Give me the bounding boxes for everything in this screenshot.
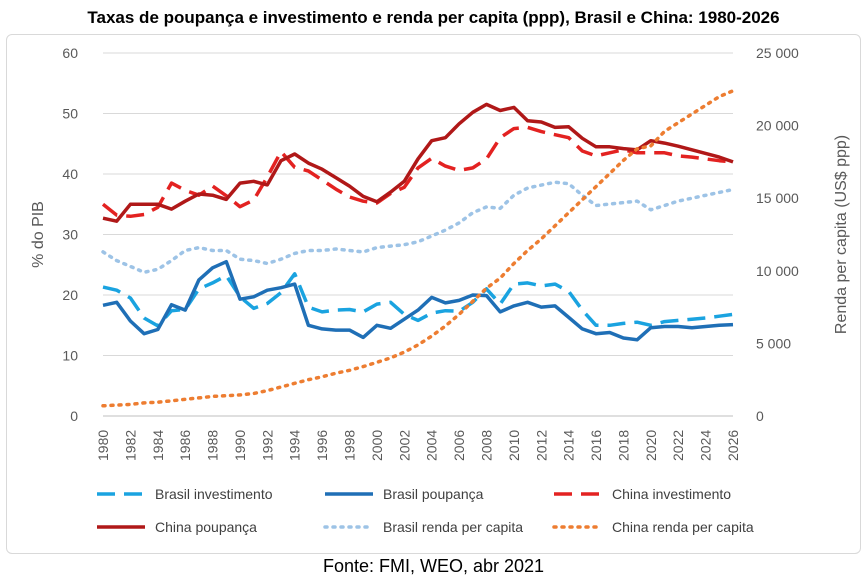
y2-tick-label: 20 000 <box>756 118 799 134</box>
x-tick-label: 2014 <box>561 430 577 461</box>
x-tick-label: 2006 <box>451 430 467 461</box>
legend-label-0: Brasil investimento <box>155 486 273 502</box>
y2-tick-label: 0 <box>756 408 764 424</box>
x-tick-label: 2002 <box>396 430 412 461</box>
x-tick-label: 2010 <box>506 430 522 461</box>
x-tick-label: 1982 <box>122 430 138 461</box>
y-axis-title: % do PIB <box>30 201 47 268</box>
x-tick-label: 2018 <box>615 430 631 461</box>
y-tick-label: 0 <box>70 408 78 424</box>
series-line-5 <box>101 89 735 408</box>
y2-tick-label: 10 000 <box>756 263 799 279</box>
x-tick-label: 2022 <box>670 430 686 461</box>
legend-label-1: Brasil poupança <box>383 486 484 502</box>
series-line-3 <box>102 102 734 223</box>
y-tick-label: 50 <box>62 106 78 122</box>
series-line-4 <box>101 180 735 275</box>
x-tick-label: 1998 <box>342 430 358 461</box>
y-tick-label: 30 <box>62 227 78 243</box>
y2-tick-label: 25 000 <box>756 45 799 61</box>
x-tick-label: 2026 <box>725 430 741 461</box>
y2-tick-label: 15 000 <box>756 190 799 206</box>
legend-label-2: China investimento <box>612 486 731 502</box>
x-tick-label: 1984 <box>150 430 166 461</box>
x-tick-label: 2008 <box>478 430 494 461</box>
x-tick-label: 1992 <box>259 430 275 461</box>
x-tick-label: 1990 <box>232 430 248 461</box>
source-note: Fonte: FMI, WEO, abr 2021 <box>322 556 545 576</box>
x-tick-label: 2016 <box>588 430 604 461</box>
y-tick-label: 20 <box>62 287 78 303</box>
y2-tick-label: 5 000 <box>756 335 791 351</box>
legend-label-5: China renda per capita <box>612 519 754 535</box>
chart-frame <box>6 34 861 554</box>
x-tick-label: 2004 <box>424 430 440 461</box>
x-tick-label: 1996 <box>314 430 330 461</box>
legend-label-4: Brasil renda per capita <box>383 519 523 535</box>
x-tick-label: 2012 <box>533 430 549 461</box>
y-tick-label: 40 <box>62 166 78 182</box>
x-tick-label: 1988 <box>205 430 221 461</box>
chart-title: Taxas de poupança e investimento e renda… <box>87 8 780 27</box>
legend-label-3: China poupança <box>155 519 257 535</box>
x-tick-label: 2020 <box>643 430 659 461</box>
y2-axis-title: Renda per capita (US$ ppp) <box>833 135 850 334</box>
x-tick-label: 2024 <box>698 430 714 461</box>
y-tick-label: 10 <box>62 348 78 364</box>
x-tick-label: 1980 <box>95 430 111 461</box>
y-tick-label: 60 <box>62 45 78 61</box>
series-line-2 <box>101 125 734 219</box>
x-tick-label: 1986 <box>177 430 193 461</box>
series-line-0 <box>102 272 734 328</box>
x-tick-label: 2000 <box>369 430 385 461</box>
x-tick-label: 1994 <box>287 430 303 461</box>
series-line-1 <box>102 259 734 342</box>
